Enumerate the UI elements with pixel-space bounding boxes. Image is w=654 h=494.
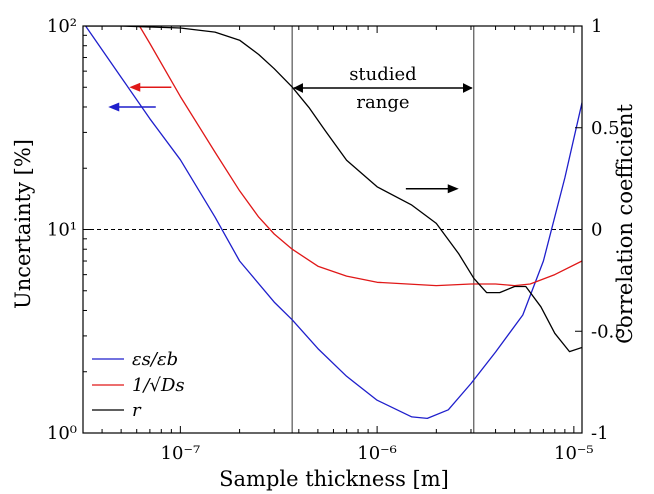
legend-label-eps: εs/εb	[132, 349, 178, 370]
indicator-arrow-head-2	[447, 184, 459, 194]
y-right-axis-title: Correlation coefficient	[613, 104, 637, 344]
y-left-axis-title: Uncertainty [%]	[11, 139, 35, 309]
series-line-1	[138, 26, 582, 287]
y-left-tick-label: 10⁰	[47, 423, 77, 444]
legend-label-inv-sqrt-ds: 1/√Ds	[132, 375, 185, 396]
y-right-tick-label: 0.5	[591, 118, 620, 139]
x-tick-label: 10⁻⁶	[357, 443, 397, 464]
y-right-tick-label: -0.5	[591, 321, 626, 342]
x-tick-label: 10⁻⁵	[554, 443, 594, 464]
series-line-2	[85, 26, 582, 353]
studied-range-label-line2: range	[356, 92, 409, 113]
x-axis-title: Sample thickness [m]	[219, 467, 449, 491]
studied-range-label-line1: studied	[349, 64, 417, 85]
legend: εs/εb 1/√Ds r	[92, 349, 185, 421]
y-right-tick-label: -1	[591, 423, 609, 444]
x-tick-label: 10⁻⁷	[161, 443, 201, 464]
indicator-arrow-head-1	[108, 102, 120, 112]
y-right-tick-label: 1	[591, 16, 602, 37]
legend-label-r: r	[132, 400, 142, 421]
y-left-tick-label: 10¹	[47, 220, 77, 241]
indicator-arrow-head-0	[129, 82, 141, 92]
series-line-0	[85, 26, 582, 420]
y-right-tick-label: 0	[591, 220, 602, 241]
series-group	[85, 26, 582, 420]
y-left-tick-label: 10²	[47, 16, 77, 37]
